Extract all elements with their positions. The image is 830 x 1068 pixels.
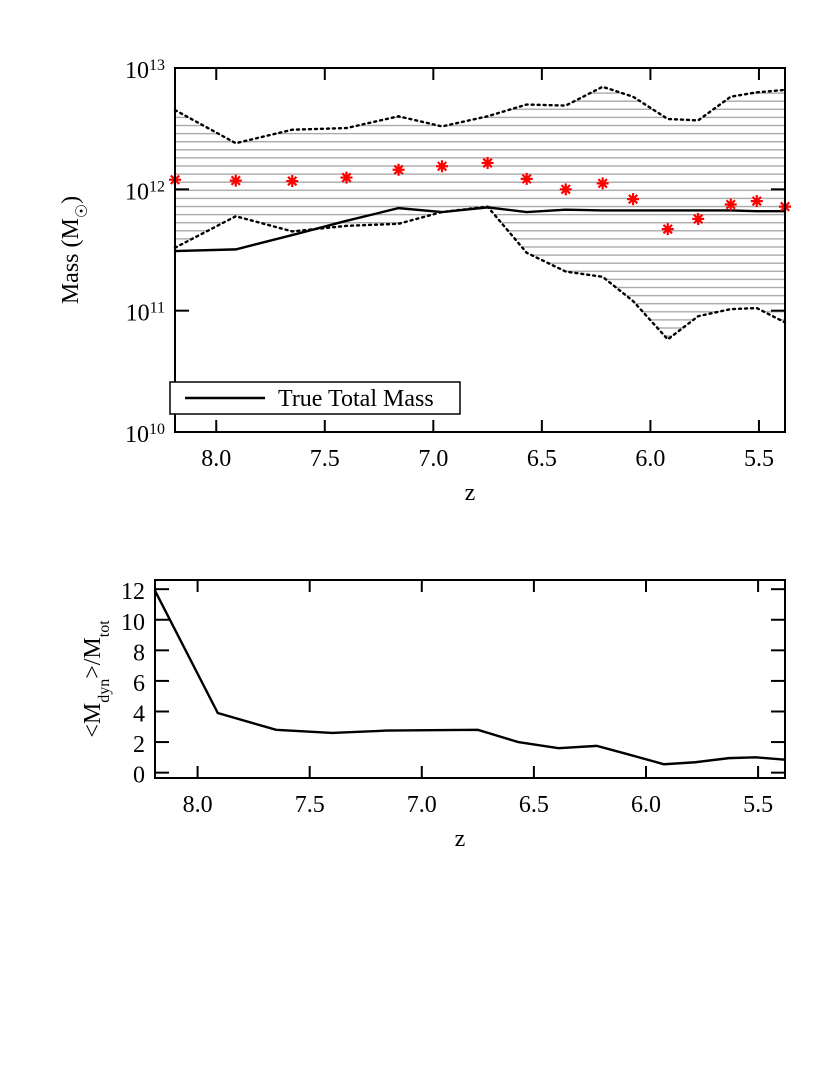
y-tick-label: 2 bbox=[133, 732, 145, 758]
x-tick-label: 7.5 bbox=[295, 792, 325, 818]
y-tick-label: 6 bbox=[133, 671, 145, 697]
data-line bbox=[173, 206, 787, 253]
y-tick-label: 8 bbox=[133, 640, 145, 666]
y-tick-label: 4 bbox=[133, 701, 145, 727]
y-axis-label: Mass (M☉) bbox=[58, 196, 91, 304]
y-tick-label: 1012 bbox=[125, 178, 165, 206]
data-marker bbox=[692, 212, 705, 225]
x-tick-label: 7.0 bbox=[407, 792, 437, 818]
y-tick-label: 0 bbox=[133, 763, 145, 789]
data-line bbox=[153, 589, 787, 766]
data-marker bbox=[229, 174, 242, 187]
y-tick-label: 1011 bbox=[126, 299, 165, 327]
range-band bbox=[175, 86, 785, 340]
data-marker bbox=[436, 160, 449, 173]
data-marker bbox=[392, 163, 405, 176]
y-axis-label: <Mdyn>/Mtot bbox=[80, 620, 113, 738]
y-tick-label: 12 bbox=[121, 579, 145, 605]
panel: 8.0 7.5 7.0 6.5 6.0 5.5 0 2 4 6 8 10 12 z <Mdyn>/Mtot bbox=[80, 579, 787, 852]
x-tick-label: 6.5 bbox=[527, 446, 557, 472]
x-tick-label: 7.0 bbox=[418, 446, 448, 472]
y-tick-label: 1013 bbox=[125, 57, 165, 85]
x-tick-label: 5.5 bbox=[744, 446, 774, 472]
data-marker bbox=[724, 198, 737, 211]
y-tick-label: 1010 bbox=[125, 421, 165, 449]
x-tick-label: 8.0 bbox=[183, 792, 213, 818]
plot-frame bbox=[154, 579, 786, 779]
data-marker bbox=[520, 172, 533, 185]
data-line bbox=[173, 205, 787, 341]
data-line bbox=[173, 85, 787, 145]
x-tick-label: 6.0 bbox=[635, 446, 665, 472]
data-marker bbox=[661, 223, 674, 236]
data-marker bbox=[750, 195, 763, 208]
legend-label: True Total Mass bbox=[278, 386, 434, 412]
data-marker bbox=[559, 183, 572, 196]
x-tick-label: 6.0 bbox=[631, 792, 661, 818]
x-axis-label: z bbox=[465, 480, 476, 506]
data-marker bbox=[481, 156, 494, 169]
data-marker bbox=[596, 177, 609, 190]
x-tick-label: 7.5 bbox=[310, 446, 340, 472]
x-axis-label: z bbox=[455, 826, 466, 852]
data-marker bbox=[286, 175, 299, 188]
x-tick-label: 6.5 bbox=[519, 792, 549, 818]
y-tick-label: 10 bbox=[121, 610, 145, 636]
x-tick-label: 5.5 bbox=[743, 792, 773, 818]
data-marker bbox=[340, 171, 353, 184]
plot-frame bbox=[174, 67, 786, 433]
panel: 8.0 7.5 7.0 6.5 6.0 5.5 1010 1011 1012 1013 z Mass … bbox=[58, 57, 791, 506]
x-tick-label: 8.0 bbox=[201, 446, 231, 472]
data-marker bbox=[627, 193, 640, 206]
